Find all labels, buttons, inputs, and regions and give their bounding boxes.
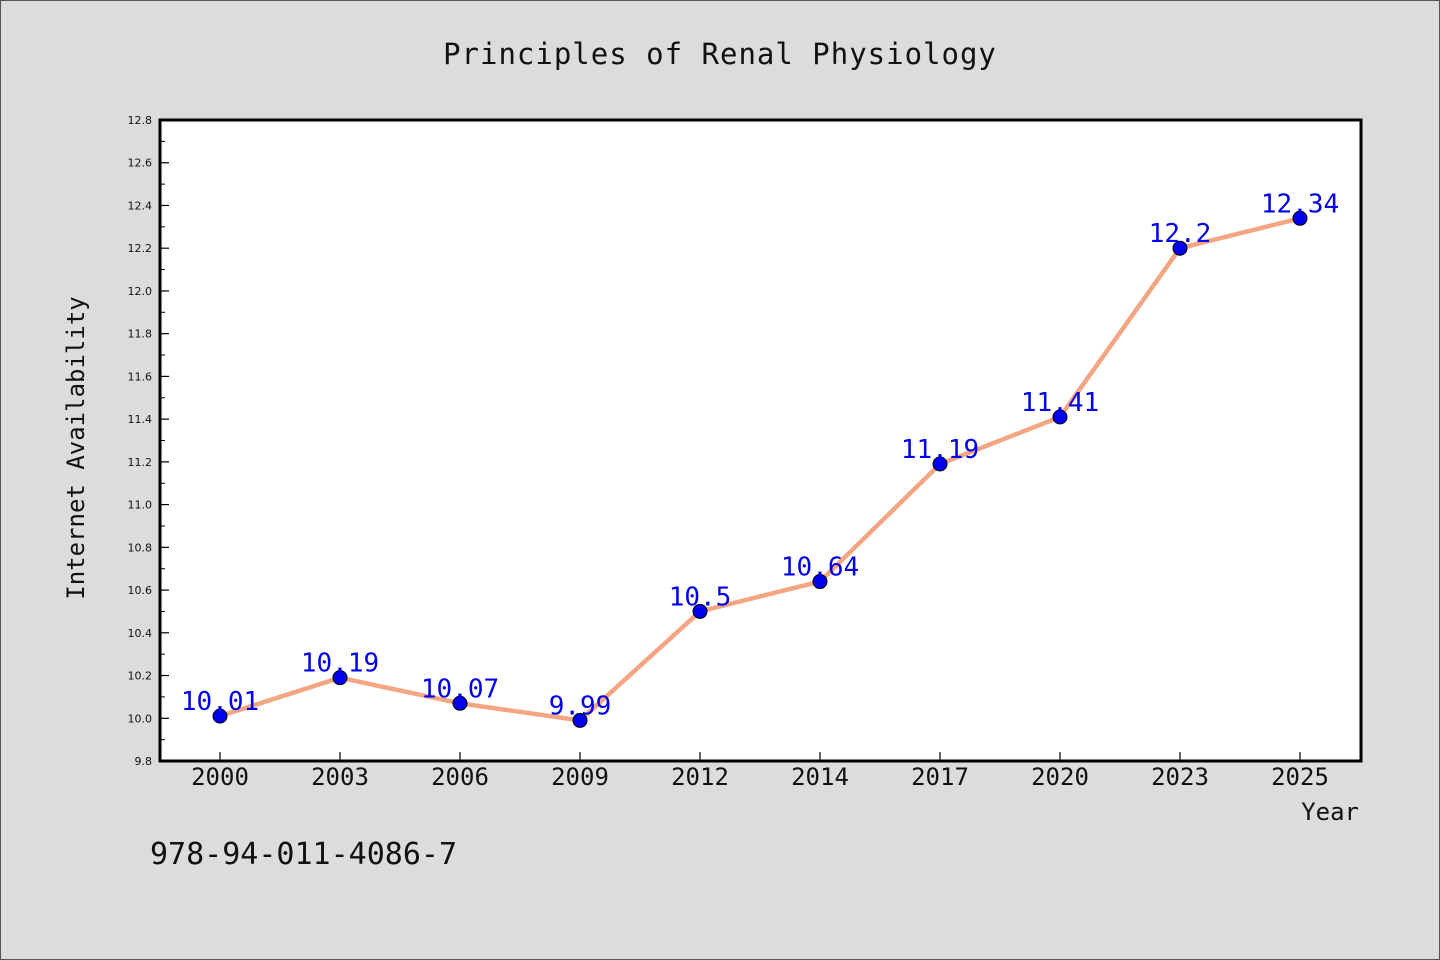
data-label: 10.19 [301,649,379,679]
y-tick-label: 11.0 [128,499,153,512]
plot-area [158,118,1363,763]
y-tick-label: 10.6 [128,584,153,597]
data-point [332,670,348,686]
x-tick-label: 2014 [791,763,849,791]
series-line [219,216,1301,723]
x-tick-label: 2023 [1151,763,1209,791]
data-label: 10.64 [781,553,859,583]
data-label: 10.5 [669,582,732,612]
data-label: 12.34 [1261,189,1339,219]
x-tick-label: 2006 [431,763,489,791]
y-tick-label: 9.8 [135,755,153,768]
data-label: 10.07 [421,674,499,704]
data-point [692,603,708,619]
data-point [1172,240,1188,256]
data-point [572,712,588,728]
x-axis-label: Year [1301,798,1359,826]
x-tick-label: 2003 [311,763,369,791]
y-tick-label: 12.2 [128,242,153,255]
chart-title: Principles of Renal Physiology [443,37,997,71]
x-tick-label: 2025 [1271,763,1329,791]
y-tick-label: 11.8 [128,328,153,341]
y-tick-label: 12.8 [128,114,153,127]
x-tick-label: 2020 [1031,763,1089,791]
data-label: 12.2 [1149,219,1212,249]
data-point [812,574,828,590]
data-point [452,695,468,711]
data-label: 9.99 [549,691,612,721]
data-labels: 10.01 10.19 10.07 9.99 10.5 10.64 11.19 11.41 12… [181,189,1339,721]
y-axis-label: Internet Availability [62,296,90,599]
data-point [1292,210,1308,226]
y-tick-label: 11.6 [128,370,153,383]
y-tick-label: 12.0 [128,285,153,298]
x-tick-label: 2012 [671,763,729,791]
series-markers [212,210,1308,728]
data-point [932,456,948,472]
x-axis: 2000 2003 2006 2009 2012 2014 2017 2020 2023 2025 [191,752,1329,791]
data-point [1052,409,1068,425]
y-tick-label: 12.4 [128,199,153,212]
y-tick-label: 10.0 [128,712,153,725]
x-tick-label: 2000 [191,763,249,791]
data-label: 10.01 [181,687,259,717]
y-tick-label: 11.4 [128,413,153,426]
y-tick-label: 11.2 [128,456,153,469]
x-tick-label: 2017 [911,763,969,791]
x-tick-label: 2009 [551,763,609,791]
y-axis: 9.8 10.0 10.2 10.4 10.6 10.8 11.0 11.2 11.4 11.6 1… [128,114,169,768]
data-label: 11.19 [901,435,979,465]
y-tick-label: 10.4 [128,627,153,640]
isbn-text: 978-94-011-4086-7 [150,837,457,872]
data-label: 11.41 [1021,388,1099,418]
y-tick-label: 10.8 [128,541,153,554]
y-tick-label: 12.6 [128,157,153,170]
y-tick-label: 10.2 [128,670,153,683]
data-point [212,708,228,724]
